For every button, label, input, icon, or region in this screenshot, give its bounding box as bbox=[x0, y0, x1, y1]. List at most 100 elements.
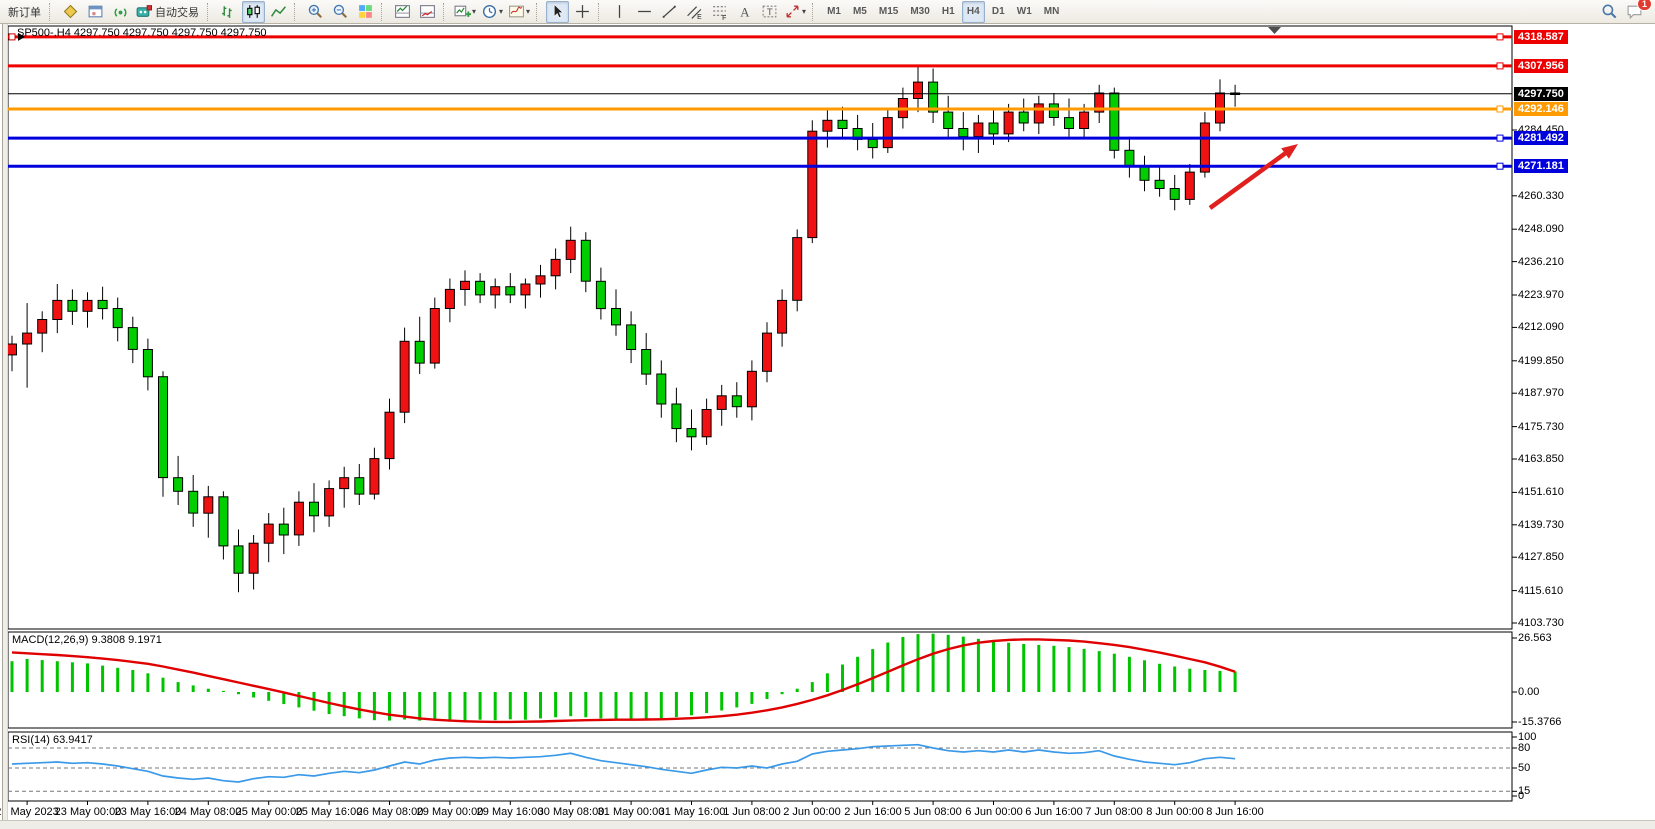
level-line-handle[interactable] bbox=[1496, 162, 1504, 170]
add-indicator-button-dropdown-caret[interactable]: ▾ bbox=[472, 7, 477, 16]
timeframe-d1-button[interactable]: D1 bbox=[987, 1, 1010, 23]
bull-candle bbox=[460, 280, 470, 290]
text-label-tool-button[interactable]: T bbox=[758, 1, 781, 23]
timeframe-h4-button[interactable]: H4 bbox=[961, 0, 985, 23]
template-icon bbox=[509, 5, 524, 18]
arrows-tool-button-dropdown-caret[interactable]: ▾ bbox=[802, 7, 807, 16]
price-axis-label: 4212.090 bbox=[1518, 321, 1564, 333]
timeframe-mn-button[interactable]: MN bbox=[1039, 1, 1065, 23]
timeframe-m30-button[interactable]: M30 bbox=[905, 1, 934, 23]
macd-pane-frame bbox=[7, 631, 1513, 729]
level-line-handle[interactable] bbox=[1496, 134, 1504, 142]
time-axis-label: 23 May 00:00 bbox=[54, 806, 122, 818]
chart-shift-button[interactable] bbox=[416, 1, 439, 23]
periods-button-dropdown-caret[interactable]: ▾ bbox=[499, 7, 504, 16]
candlestick-chart-button[interactable] bbox=[242, 0, 265, 23]
trendline-tool-button[interactable] bbox=[658, 1, 681, 23]
add-indicator-button[interactable]: ▾ bbox=[453, 1, 478, 23]
level-line-handle[interactable] bbox=[1496, 62, 1504, 70]
crosshair-tool-button[interactable] bbox=[571, 1, 594, 23]
timeframe-m1-button[interactable]: M1 bbox=[822, 1, 846, 23]
bull-candle bbox=[973, 122, 984, 138]
cursor-tool-button[interactable] bbox=[546, 0, 570, 23]
templates-button-dropdown-caret[interactable]: ▾ bbox=[526, 7, 531, 16]
time-axis-label: 2 Jun 00:00 bbox=[783, 806, 841, 818]
timeframe-m15-button[interactable]: M15 bbox=[874, 1, 903, 23]
chart-shift-marker-icon[interactable] bbox=[1268, 27, 1281, 34]
price-axis-label: 4236.210 bbox=[1518, 256, 1564, 268]
zoom-out-button[interactable] bbox=[329, 1, 352, 23]
macd-axis-label: 26.563 bbox=[1518, 632, 1552, 644]
bear-candle bbox=[867, 138, 878, 149]
bear-candle bbox=[958, 128, 969, 138]
notifications-button[interactable]: 1 bbox=[1623, 0, 1652, 23]
level-line-left-handle[interactable] bbox=[8, 33, 16, 41]
time-axis-label: 5 Jun 08:00 bbox=[904, 806, 962, 818]
line-chart-button[interactable] bbox=[267, 1, 290, 23]
bull-candle bbox=[203, 496, 214, 514]
price-axis-label: 4187.970 bbox=[1518, 387, 1564, 399]
time-axis-label: 29 May 00:00 bbox=[416, 806, 484, 818]
bear-candle bbox=[1124, 149, 1135, 168]
toolbar-separator bbox=[294, 2, 299, 21]
horizontal-line-tool-button[interactable] bbox=[633, 1, 656, 23]
arrow-annotation[interactable] bbox=[1208, 151, 1287, 210]
timeframe-h1-button[interactable]: H1 bbox=[937, 1, 960, 23]
timeframe-w1-button-label: W1 bbox=[1016, 6, 1032, 17]
zoomin-icon bbox=[308, 4, 322, 18]
tile-windows-button[interactable] bbox=[354, 1, 377, 23]
time-axis-label: 29 May 16:00 bbox=[476, 806, 544, 818]
candles-icon bbox=[247, 5, 260, 18]
text-tool-button[interactable]: A bbox=[733, 1, 756, 23]
bear-candle bbox=[1109, 92, 1120, 151]
new-order-button[interactable]: 新订单 bbox=[4, 1, 45, 23]
profiles-icon-button[interactable] bbox=[59, 1, 82, 23]
rsi-line bbox=[11, 743, 1236, 783]
level-line-handle[interactable] bbox=[1496, 33, 1504, 41]
window-icon bbox=[88, 5, 103, 18]
bull-candle bbox=[1199, 122, 1210, 173]
window-left-splitter[interactable] bbox=[2, 24, 8, 829]
auto-trading-button[interactable]: 自动交易 bbox=[134, 1, 203, 23]
toolbar-separator bbox=[381, 2, 386, 21]
signals-icon-button[interactable] bbox=[109, 1, 132, 23]
tiles-icon bbox=[359, 5, 372, 18]
new-order-button-label: 新订单 bbox=[8, 6, 41, 19]
autotrade-icon bbox=[136, 5, 152, 17]
fibo-icon: F bbox=[713, 6, 726, 20]
bear-candle bbox=[1154, 179, 1165, 190]
level-price-label: 4307.956 bbox=[1514, 59, 1568, 73]
arrows-tool-button[interactable]: ▾ bbox=[783, 1, 808, 23]
bull-candle bbox=[429, 308, 440, 364]
chart-window-icon-button[interactable] bbox=[84, 1, 107, 23]
periods-button[interactable]: ▾ bbox=[480, 1, 505, 23]
auto-scroll-button[interactable] bbox=[391, 1, 414, 23]
bull-candle bbox=[263, 523, 274, 544]
bar-chart-button[interactable] bbox=[217, 1, 240, 23]
bull-candle bbox=[565, 239, 576, 260]
vertical-line-tool-button[interactable] bbox=[608, 1, 631, 23]
bear-candle bbox=[641, 349, 652, 375]
zoom-in-button[interactable] bbox=[304, 1, 327, 23]
level-line-handle[interactable] bbox=[1496, 105, 1504, 113]
auto-trading-button-label: 自动交易 bbox=[155, 6, 199, 19]
bull-candle bbox=[822, 119, 833, 132]
arrow-annotation-head[interactable] bbox=[1281, 144, 1298, 159]
toolbar-separator bbox=[598, 2, 603, 21]
equidistant-channel-tool-button[interactable]: E bbox=[683, 1, 706, 23]
bull-candle bbox=[339, 477, 350, 490]
bull-candle bbox=[22, 332, 33, 345]
bull-candle bbox=[1184, 171, 1195, 200]
timeframe-w1-button[interactable]: W1 bbox=[1012, 1, 1037, 23]
bull-candle bbox=[7, 343, 17, 356]
bear-candle bbox=[414, 340, 425, 364]
timeframe-m5-button[interactable]: M5 bbox=[848, 1, 872, 23]
bear-candle bbox=[626, 324, 637, 350]
templates-button[interactable]: ▾ bbox=[507, 1, 532, 23]
time-axis-label: 30 May 08:00 bbox=[537, 806, 605, 818]
fibonacci-tool-button[interactable]: F bbox=[708, 1, 731, 23]
bear-candle bbox=[1018, 111, 1029, 124]
search-button[interactable] bbox=[1598, 1, 1621, 23]
trend-icon bbox=[662, 5, 676, 18]
